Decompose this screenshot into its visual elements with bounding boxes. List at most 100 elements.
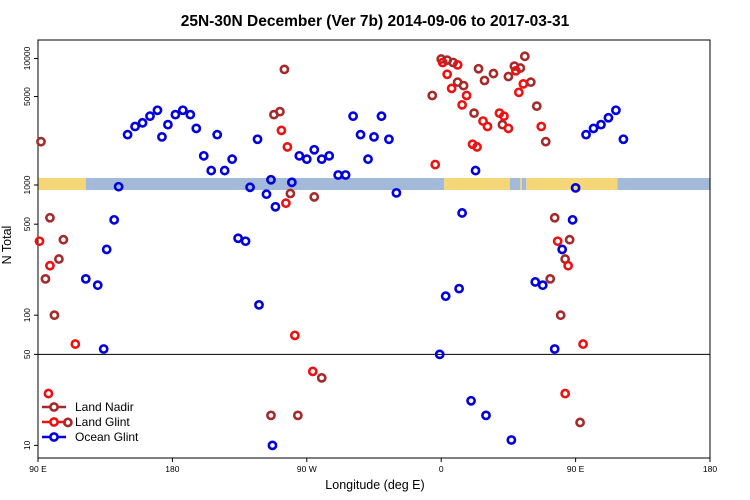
point-ocean-glint xyxy=(198,150,209,161)
point-land-glint xyxy=(503,123,514,134)
point-ocean-glint xyxy=(440,291,451,302)
point-land-glint xyxy=(513,87,524,98)
point-land-glint xyxy=(70,339,81,349)
point-land-glint xyxy=(289,330,300,341)
y-tick-label: 5000 xyxy=(22,87,32,106)
point-land-glint xyxy=(452,59,463,70)
point-ocean-glint xyxy=(130,121,140,132)
x-axis: 90 E 180 90 W 0 90 E 180 xyxy=(29,458,717,474)
point-land-glint xyxy=(280,198,291,209)
point-ocean-glint xyxy=(233,233,244,244)
point-ocean-glint xyxy=(348,111,358,122)
point-land-glint xyxy=(536,121,547,132)
point-ocean-glint xyxy=(570,183,581,193)
point-land-nadir xyxy=(564,234,575,245)
surface-band-ocean xyxy=(85,178,445,190)
point-land-glint xyxy=(499,111,509,122)
point-ocean-glint xyxy=(212,129,223,140)
point-land-glint xyxy=(510,65,521,76)
point-land-nadir xyxy=(503,71,514,82)
surface-band-ocean xyxy=(509,178,521,190)
point-land-nadir xyxy=(292,410,303,421)
point-ocean-glint xyxy=(92,280,103,291)
point-ocean-glint xyxy=(157,131,167,142)
point-ocean-glint xyxy=(145,111,155,122)
point-land-glint xyxy=(552,236,563,247)
surface-band-ocean xyxy=(521,178,527,190)
x-axis-label: Longitude (deg E) xyxy=(325,478,424,492)
point-ocean-glint xyxy=(618,134,629,145)
point-ocean-glint xyxy=(163,119,173,130)
point-land-nadir xyxy=(427,90,438,101)
y-tick-label: 100 xyxy=(22,308,32,322)
point-land-glint xyxy=(472,142,482,152)
x-tick-label: 90 E xyxy=(567,464,585,474)
point-land-glint xyxy=(430,159,441,170)
point-ocean-glint xyxy=(506,435,517,445)
point-ocean-glint xyxy=(227,154,238,165)
legend-label-land-glint: Land Glint xyxy=(75,415,130,429)
point-ocean-glint xyxy=(152,105,163,116)
point-ocean-glint xyxy=(454,283,465,294)
point-land-glint xyxy=(560,388,571,399)
point-land-glint xyxy=(578,339,588,349)
point-land-nadir xyxy=(54,254,64,264)
point-ocean-glint xyxy=(177,105,188,116)
surface-band-ocean xyxy=(617,178,710,190)
point-land-nadir xyxy=(49,310,60,321)
legend-marker-land-nadir xyxy=(49,402,59,412)
y-tick-label: 1000 xyxy=(22,175,32,194)
point-ocean-glint xyxy=(316,154,327,165)
point-ocean-glint xyxy=(466,395,476,406)
point-land-glint xyxy=(563,260,574,271)
point-land-glint xyxy=(437,57,448,68)
point-ocean-glint xyxy=(270,201,281,212)
surface-band-land xyxy=(520,178,522,190)
point-ocean-glint xyxy=(80,274,91,284)
legend-marker-land-glint xyxy=(49,417,59,427)
point-ocean-glint xyxy=(254,299,264,310)
chart-title: 25N-30N December (Ver 7b) 2014-09-06 to … xyxy=(181,13,570,30)
legend-label-ocean-glint: Ocean Glint xyxy=(75,430,139,444)
x-tick-label: 90 W xyxy=(297,464,317,474)
point-land-nadir xyxy=(58,234,69,245)
point-land-nadir xyxy=(279,64,290,75)
point-ocean-glint xyxy=(219,165,230,176)
point-land-nadir xyxy=(488,68,499,79)
plot-border xyxy=(37,39,711,459)
point-ocean-glint xyxy=(549,344,560,354)
surface-band-land xyxy=(38,178,86,190)
point-ocean-glint xyxy=(113,181,124,192)
point-ocean-glint xyxy=(261,189,272,200)
point-ocean-glint xyxy=(376,111,387,122)
point-land-nadir xyxy=(540,136,551,147)
point-land-glint xyxy=(34,236,45,247)
point-land-nadir xyxy=(40,274,51,284)
point-land-nadir xyxy=(519,51,530,62)
point-ocean-glint xyxy=(603,112,614,123)
point-land-nadir xyxy=(555,310,566,321)
point-ocean-glint xyxy=(324,150,335,161)
point-land-nadir xyxy=(545,274,556,284)
point-ocean-glint xyxy=(567,214,578,225)
point-ocean-glint xyxy=(355,129,366,140)
point-land-nadir xyxy=(36,136,46,147)
point-land-glint xyxy=(518,78,529,89)
point-land-nadir xyxy=(309,192,320,202)
point-ocean-glint xyxy=(391,187,402,198)
point-ocean-glint xyxy=(470,165,481,176)
y-axis: 10 50 100 500 1000 5000 10000 xyxy=(22,46,38,450)
x-tick-label: 0 xyxy=(439,464,444,474)
point-ocean-glint xyxy=(537,280,548,291)
point-ocean-glint xyxy=(185,109,196,120)
point-ocean-glint xyxy=(596,119,606,130)
point-land-nadir xyxy=(458,80,469,91)
y-axis-label: N Total xyxy=(0,226,14,265)
point-land-nadir xyxy=(266,410,276,421)
point-ocean-glint xyxy=(611,105,621,116)
surface-band xyxy=(38,178,710,190)
point-ocean-glint xyxy=(384,134,394,145)
point-ocean-glint xyxy=(369,131,379,142)
point-land-nadir xyxy=(285,188,296,199)
point-ocean-glint xyxy=(98,344,109,354)
